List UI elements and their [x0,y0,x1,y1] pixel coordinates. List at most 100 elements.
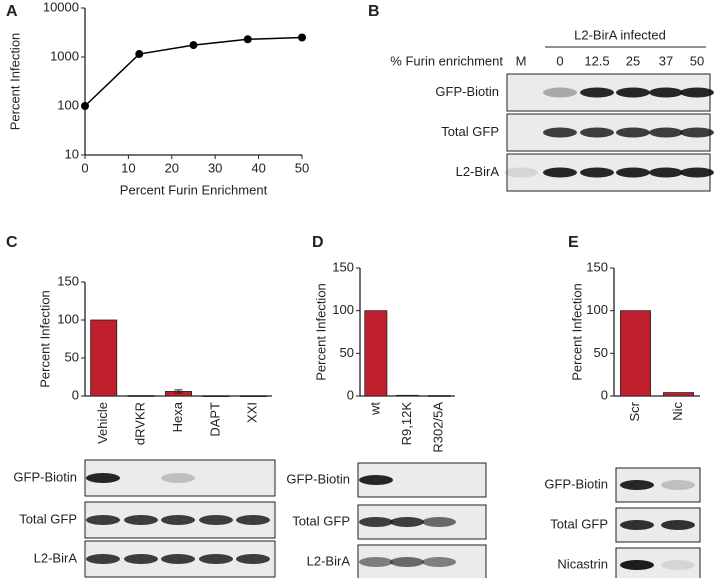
y-tick-label: 100 [332,302,354,317]
blot-band [161,473,195,483]
blot-band [580,87,614,98]
lane-label: M [516,53,527,68]
bar [663,392,694,397]
blot-band [199,515,233,525]
blot-band [620,560,654,570]
blot-band [620,520,654,530]
y-tick-label: 50 [594,345,608,360]
lane-label: 0 [556,53,563,68]
blot-row-label: Nicastrin [557,556,608,571]
panel-label: D [312,234,324,251]
blot-band [580,167,614,178]
y-axis-label: Percent Infection [7,33,22,131]
y-tick-label: 0 [601,387,608,402]
blot-band [86,515,120,525]
y-tick-label: 0 [347,387,354,402]
blot-band [649,87,683,98]
y-tick-label: 10000 [43,0,79,14]
blot-row-label: GFP-Biotin [13,469,77,484]
x-tick-label: Hexa [170,401,185,432]
y-tick-label: 1000 [50,48,79,63]
bar [396,394,419,397]
blot-row-label: L2-BirA [34,550,78,565]
x-tick-label: XXI [245,402,260,423]
bar [620,310,651,397]
blot-band [124,515,158,525]
blot-band [390,517,424,527]
blot-band [86,554,120,564]
blot-band [616,167,650,178]
x-tick-label: Scr [627,401,642,421]
blot-band [390,557,424,567]
blot-row-label: GFP-Biotin [435,84,499,99]
blot-row-label: Total GFP [19,511,77,526]
blot-band [161,515,195,525]
blot-band [236,554,270,564]
x-tick-label: R9,12K [399,402,414,446]
x-tick-label: dRVKR [133,402,148,445]
blot-row-label: GFP-Biotin [544,476,608,491]
blot-band [504,167,538,178]
x-axis-label: Percent Furin Enrichment [120,182,268,197]
blot-band [661,520,695,530]
bar [364,310,388,397]
y-tick-label: 50 [340,345,354,360]
x-tick-label: 50 [295,160,309,175]
panel-label: A [6,3,18,20]
blot-band [620,480,654,490]
bar [90,319,118,397]
blot-band [616,87,650,98]
x-tick-label: wt [367,402,382,416]
y-axis-label: Percent Infection [37,290,52,388]
x-tick-label: 20 [165,160,179,175]
blot-band [661,480,695,490]
blot-band [580,127,614,138]
marker [189,41,198,50]
x-tick-label: 10 [121,160,135,175]
y-tick-label: 100 [57,311,79,326]
blot-row-label: GFP-Biotin [286,471,350,486]
lane-label: 25 [626,53,640,68]
marker [81,102,89,110]
y-tick-label: 150 [57,273,79,288]
blot-band [236,515,270,525]
lane-label: 12.5 [584,53,609,68]
blot-row-label: L2-BirA [307,553,351,568]
lane-label: 50 [690,53,704,68]
marker [243,35,252,44]
blot-row-label: Total GFP [441,124,499,139]
blot-band [161,554,195,564]
panel-label: C [6,234,18,251]
blot-band [543,87,577,98]
blot-band [680,127,714,138]
blot-band [680,167,714,178]
bar [127,395,155,397]
y-tick-label: 100 [57,97,79,112]
marker [298,33,306,42]
blot-band [616,127,650,138]
y-tick-label: 10 [65,146,79,161]
blot-row-label: Total GFP [550,516,608,531]
bar [427,395,451,397]
blot-band [649,167,683,178]
blot-row-label: Total GFP [292,513,350,528]
y-tick-label: 150 [332,259,354,274]
x-tick-label: 0 [81,160,88,175]
x-tick-label: Nic [670,402,685,421]
blot-band [359,475,393,485]
blot-band [422,557,456,567]
x-tick-label: R302/5A [431,402,446,453]
blot-band [543,127,577,138]
blot-band [359,517,393,527]
panel-label: E [568,234,579,251]
marker [135,50,144,59]
blot-band [359,557,393,567]
y-tick-label: 50 [65,349,79,364]
bar [239,395,267,397]
y-axis-label: Percent Infection [313,283,328,381]
error-bar [174,389,183,394]
blot-band [649,127,683,138]
panel-label: B [368,3,380,20]
